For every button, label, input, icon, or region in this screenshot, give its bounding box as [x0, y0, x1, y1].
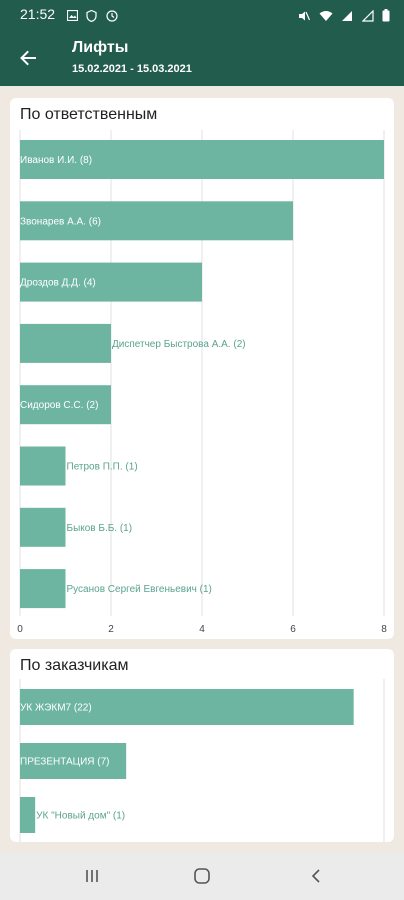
mute-icon	[299, 11, 311, 21]
bar[interactable]	[20, 507, 66, 547]
customers-bar-chart: УК ЖЭКМ7 (22) ПРЕЗЕНТАЦИЯ (7) УК "Новый до…	[19, 679, 385, 842]
customers-chart-title: По заказчикам	[20, 657, 129, 674]
responsible-chart-title: По ответственным	[20, 106, 158, 123]
chevron-left-icon	[311, 869, 320, 883]
bar[interactable]	[20, 385, 111, 425]
x-tick-label: 6	[290, 624, 296, 635]
battery-icon	[382, 9, 390, 22]
bar-label: УК "Новый дом" (1)	[36, 811, 125, 822]
home-icon	[194, 868, 210, 884]
bar[interactable]	[20, 569, 66, 609]
bar-label: Быков Б.Б. (1)	[67, 523, 133, 534]
responsible-chart-card: По ответственным 0 2 4 6 8 Иванов И.И. (8) Зво…	[10, 98, 394, 639]
bar[interactable]	[20, 797, 36, 833]
back-button[interactable]	[10, 40, 46, 76]
bar[interactable]	[20, 323, 111, 363]
recent-apps-button[interactable]	[78, 864, 106, 888]
page-title: Лифты	[72, 39, 129, 56]
wifi-icon	[319, 10, 333, 21]
customers-chart-card: По заказчикам УК ЖЭКМ7 (22) ПРЕЗЕНТАЦИЯ (…	[10, 649, 394, 842]
signal-icon-2	[361, 9, 374, 22]
x-tick-label: 4	[199, 624, 205, 635]
bar-label: Русанов Сергей Евгеньевич (1)	[67, 584, 212, 595]
bar[interactable]	[20, 743, 127, 779]
bar[interactable]	[20, 262, 202, 302]
bar-label: Иванов И.И. (8)	[20, 155, 92, 166]
bar[interactable]	[20, 140, 384, 179]
system-nav-bar	[0, 852, 404, 900]
recent-apps-icon	[86, 870, 98, 882]
bar-label: ПРЕЗЕНТАЦИЯ (7)	[20, 757, 110, 768]
bar[interactable]	[20, 446, 66, 486]
status-left-icons	[63, 7, 118, 25]
bar-label: Дроздов Д.Д. (4)	[20, 278, 96, 289]
x-tick-label: 0	[17, 624, 23, 635]
bar-label: Диспетчер Быстрова А.А. (2)	[112, 339, 246, 350]
status-right-icons	[294, 7, 390, 25]
x-tick-label: 2	[108, 624, 114, 635]
bar[interactable]	[20, 689, 354, 725]
image-icon	[67, 10, 78, 22]
bar-label: Сидоров С.С. (2)	[20, 400, 98, 411]
status-time: 21:52	[20, 6, 56, 22]
clock-icon	[106, 10, 118, 22]
app-bar: Лифты 15.02.2021 - 15.03.2021	[0, 30, 404, 86]
bar[interactable]	[20, 201, 293, 241]
responsible-bar-chart: 0 2 4 6 8 Иванов И.И. (8) Звонарев А.А. (6) Дро…	[17, 130, 387, 635]
bar-label: Звонарев А.А. (6)	[20, 216, 101, 227]
signal-icon	[342, 10, 353, 21]
arrow-left-icon	[20, 50, 36, 66]
bar-label: Петров П.П. (1)	[67, 462, 138, 473]
nav-back-button[interactable]	[302, 864, 330, 888]
date-range: 15.02.2021 - 15.03.2021	[72, 63, 192, 75]
bar-label: УК ЖЭКМ7 (22)	[20, 703, 92, 714]
status-bar: 21:52	[0, 0, 404, 30]
home-button[interactable]	[188, 864, 216, 888]
x-tick-label: 8	[381, 624, 387, 635]
shield-icon	[86, 9, 98, 22]
